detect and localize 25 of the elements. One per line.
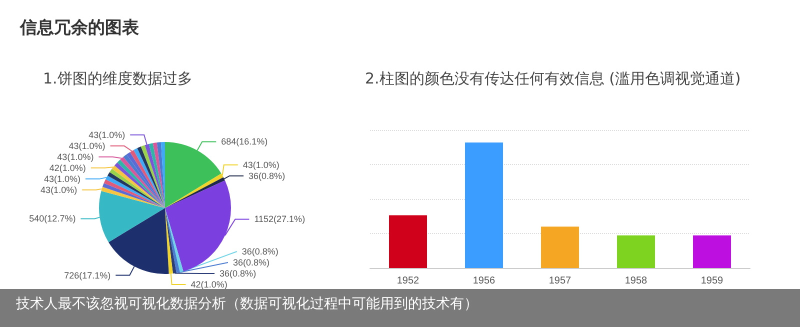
chart-title: 1.饼图的维度数据过多	[43, 70, 192, 88]
data-label: 42(1.0%)	[49, 162, 86, 173]
data-label: 43(1.0%)	[88, 130, 126, 140]
data-label: 43(1.0%)	[242, 160, 280, 170]
data-label: 726(17.1%)	[64, 270, 111, 280]
data-label: 36(0.8%)	[248, 170, 286, 181]
data-label: 42(1.0%)	[190, 280, 228, 290]
data-label: 540(12.7%)	[29, 214, 76, 224]
data-label: 36(0.8%)	[232, 258, 270, 268]
text: 信息冗余的图表	[20, 17, 139, 39]
x-tick-label: 1959	[700, 276, 724, 286]
x-tick-label: 1952	[396, 276, 420, 286]
data-label: 1152(27.1%)	[254, 214, 306, 224]
x-tick-label: 1956	[472, 276, 496, 286]
data-label: 43(1.0%)	[40, 184, 78, 195]
data-label: 36(0.8%)	[242, 246, 278, 256]
data-label: 43(1.0%)	[44, 174, 81, 184]
x-tick-label: 1958	[624, 276, 648, 286]
data-label: 43(1.0%)	[68, 140, 106, 151]
text: 技术人最不该忽视可视化数据分析（数据可视化过程中可能用到的技术有）	[0, 289, 800, 327]
x-tick-label: 1957	[548, 276, 572, 286]
data-label: 36(0.8%)	[220, 268, 256, 278]
data-label: 43(1.0%)	[57, 152, 94, 162]
data-label: 684(16.1%)	[221, 136, 268, 147]
chart-title: 2.柱图的颜色没有传达任何有效信息 (滥用色调视觉通道)	[365, 70, 741, 88]
